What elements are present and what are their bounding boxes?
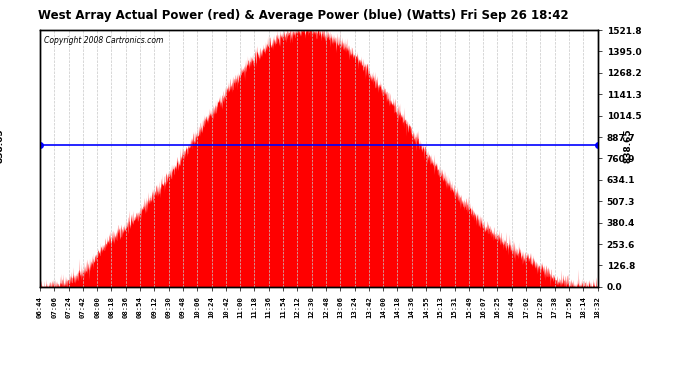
Text: Copyright 2008 Cartronics.com: Copyright 2008 Cartronics.com bbox=[44, 36, 164, 45]
Text: West Array Actual Power (red) & Average Power (blue) (Watts) Fri Sep 26 18:42: West Array Actual Power (red) & Average … bbox=[38, 9, 569, 22]
Text: 838.65: 838.65 bbox=[0, 128, 4, 163]
Text: 838.65: 838.65 bbox=[624, 128, 633, 163]
